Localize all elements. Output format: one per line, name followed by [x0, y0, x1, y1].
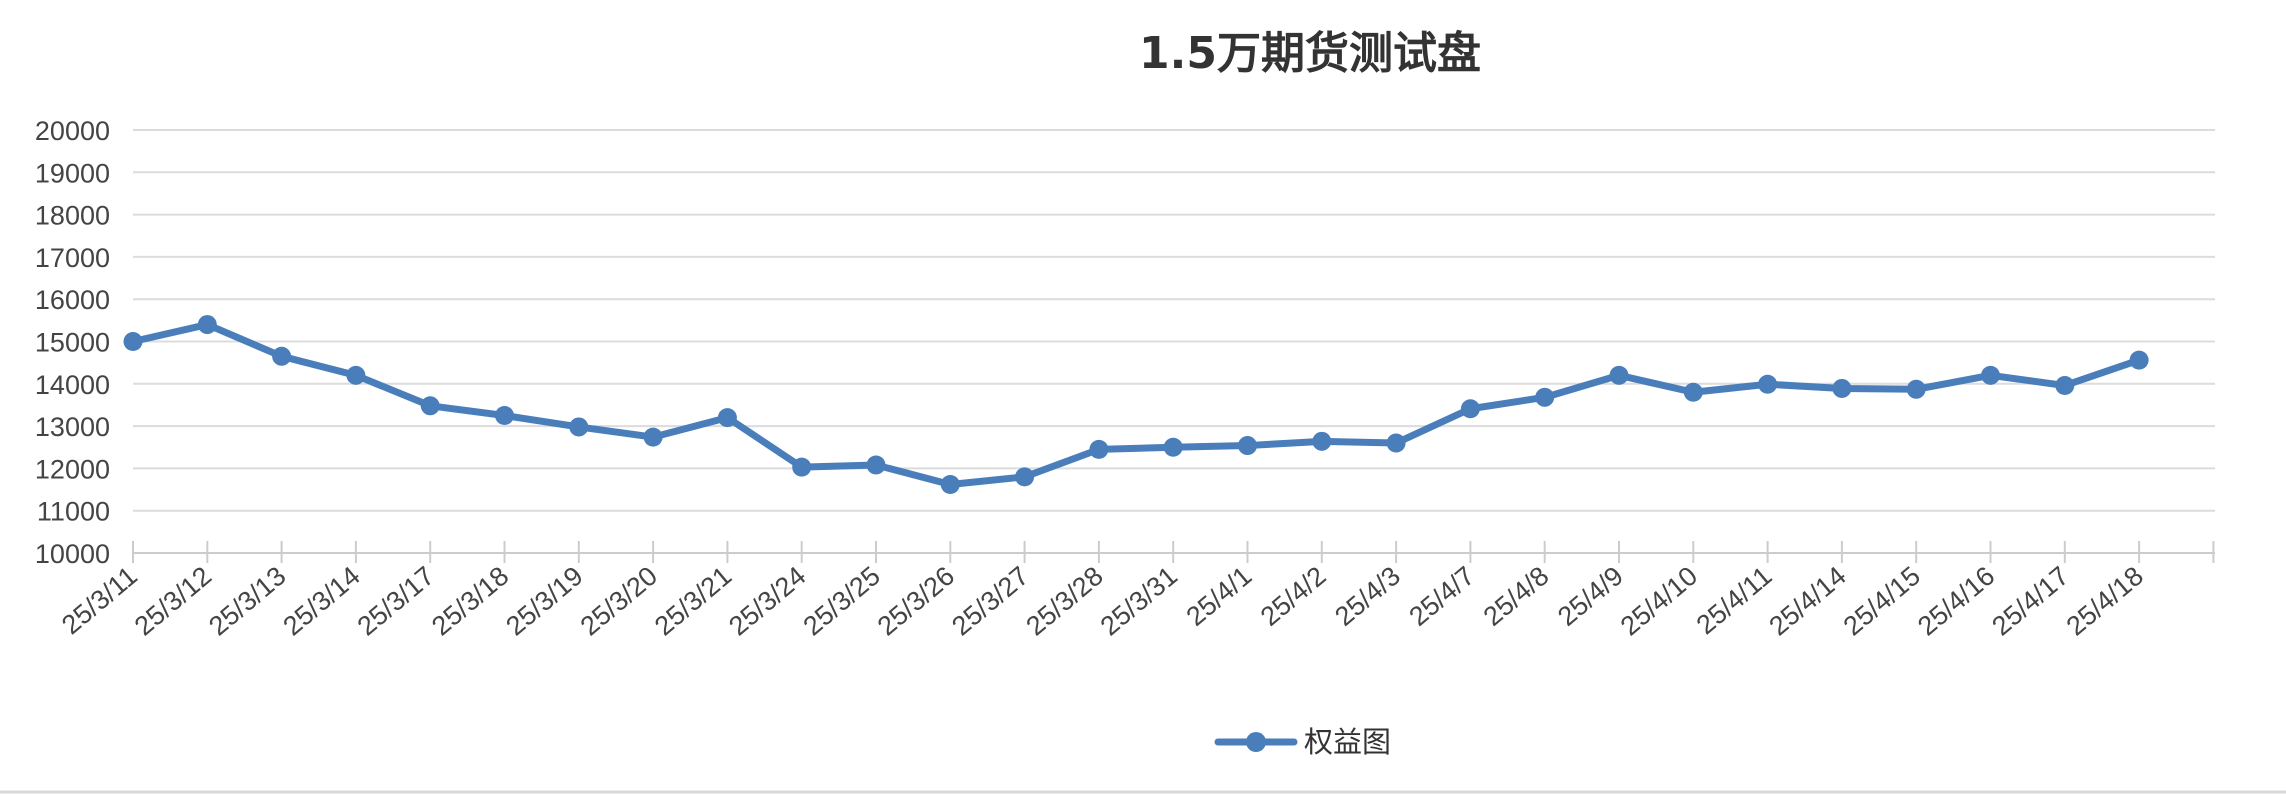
data-point-25/4/7: [1460, 399, 1480, 419]
x-tick-label-25/4/3: 25/4/3: [1329, 561, 1406, 632]
legend-swatch-marker: [1246, 732, 1266, 752]
data-point-25/4/17: [2055, 375, 2075, 395]
x-tick-label-25/3/19: 25/3/19: [500, 561, 588, 642]
data-point-25/3/24: [792, 457, 812, 477]
y-tick-label-16000: 16000: [35, 285, 110, 315]
series-equity: [123, 315, 2149, 494]
y-tick-label-19000: 19000: [35, 158, 110, 188]
x-tick-label-25/3/20: 25/3/20: [575, 561, 663, 642]
chart-title: 1.5万期货测试盘: [1139, 28, 1481, 79]
data-point-25/3/11: [123, 332, 143, 351]
data-point-25/3/31: [1163, 437, 1183, 457]
data-point-25/4/14: [1832, 378, 1852, 398]
x-tick-label-25/3/31: 25/3/31: [1095, 561, 1183, 642]
x-tick-label-25/4/17: 25/4/17: [1986, 561, 2074, 642]
data-point-25/3/14: [346, 365, 366, 385]
x-tick-label-25/3/18: 25/3/18: [426, 561, 514, 642]
data-point-25/4/1: [1238, 436, 1257, 456]
data-point-25/4/11: [1758, 374, 1778, 394]
data-point-25/3/18: [495, 406, 514, 426]
axes: [132, 541, 2215, 563]
y-tick-label-11000: 11000: [37, 497, 110, 527]
data-point-25/4/8: [1535, 387, 1555, 407]
data-point-25/4/2: [1312, 431, 1332, 451]
y-tick-label-10000: 10000: [35, 539, 110, 569]
y-tick-label-15000: 15000: [35, 328, 110, 358]
data-point-25/3/17: [420, 396, 440, 416]
x-tick-label-25/4/8: 25/4/8: [1478, 561, 1555, 632]
data-point-25/4/16: [1981, 365, 2000, 385]
x-tick-label-25/3/21: 25/3/21: [649, 561, 737, 642]
x-tick-label-25/3/14: 25/3/14: [277, 561, 365, 642]
y-tick-label-20000: 20000: [35, 116, 110, 146]
x-tick-label-25/4/2: 25/4/2: [1255, 561, 1332, 632]
x-tick-label-25/4/14: 25/4/14: [1763, 561, 1851, 642]
data-point-25/4/18: [2129, 350, 2149, 370]
x-tick-label-25/4/15: 25/4/15: [1838, 561, 1926, 642]
y-tick-label-13000: 13000: [35, 412, 110, 442]
x-tick-label-25/3/27: 25/3/27: [946, 561, 1034, 642]
y-tick-label-14000: 14000: [35, 370, 110, 400]
x-tick-label-25/3/11: 25/3/11: [56, 561, 143, 641]
data-point-25/4/9: [1609, 365, 1629, 385]
x-tick-label-25/3/12: 25/3/12: [129, 561, 217, 642]
data-point-25/3/25: [866, 455, 886, 475]
data-point-25/3/19: [569, 417, 589, 437]
x-tick-label-25/3/26: 25/3/26: [872, 561, 960, 642]
y-tick-label-17000: 17000: [35, 243, 110, 273]
x-tick-label-25/4/18: 25/4/18: [2061, 561, 2149, 642]
x-tick-label-25/3/13: 25/3/13: [203, 561, 291, 642]
data-point-25/3/21: [717, 408, 737, 428]
data-point-25/4/15: [1906, 379, 1926, 399]
data-point-25/3/27: [1015, 467, 1035, 487]
data-point-25/4/10: [1683, 382, 1703, 402]
x-tick-label-25/3/25: 25/3/25: [798, 561, 886, 642]
x-tick-label-25/3/17: 25/3/17: [352, 561, 440, 642]
data-point-25/4/3: [1386, 433, 1406, 453]
data-point-25/3/13: [272, 346, 292, 366]
x-tick-label-25/4/16: 25/4/16: [1912, 561, 2000, 642]
x-tick-label-25/3/24: 25/3/24: [723, 561, 811, 642]
x-tick-label-25/4/11: 25/4/11: [1691, 561, 1778, 641]
y-tick-label-12000: 12000: [35, 454, 110, 484]
series-line: [129, 321, 2143, 488]
gridlines: [133, 129, 2215, 512]
data-point-25/3/12: [197, 315, 217, 335]
x-tick-label-25/3/28: 25/3/28: [1020, 561, 1108, 642]
x-tick-label-25/4/7: 25/4/7: [1403, 561, 1480, 632]
data-point-25/3/28: [1089, 439, 1109, 459]
y-tick-label-18000: 18000: [35, 201, 110, 231]
data-point-25/3/20: [643, 427, 663, 447]
data-point-25/3/26: [940, 474, 960, 494]
x-tick-label-25/4/1: 25/4/1: [1181, 561, 1258, 632]
x-axis-tick-labels: 25/3/1125/3/1225/3/1325/3/1425/3/1725/3/…: [56, 561, 2149, 642]
legend-label: 权益图: [1304, 725, 1391, 759]
y-axis-tick-labels: 10000 11000 12000 13000 14000 15000 16000 17000…: [35, 116, 110, 569]
legend[interactable]: 权益图: [1214, 725, 1391, 759]
x-tick-label-25/4/10: 25/4/10: [1615, 561, 1703, 642]
